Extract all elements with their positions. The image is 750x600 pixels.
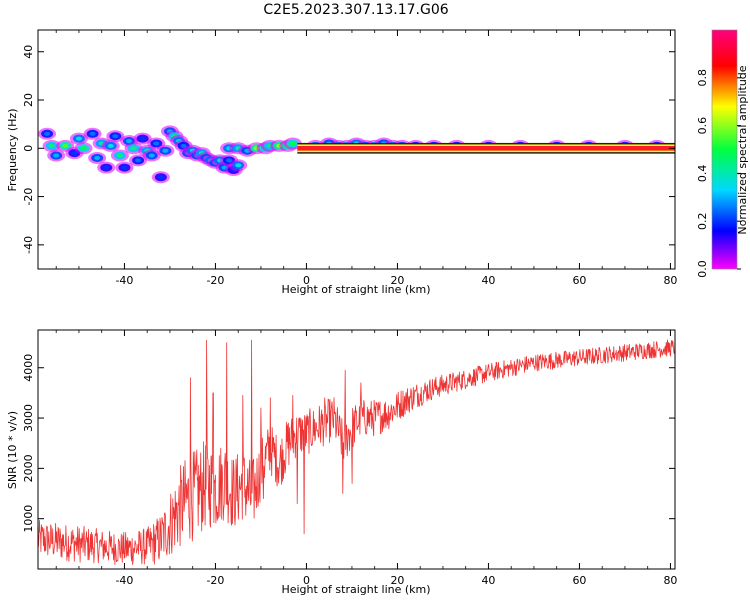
spectrogram-blob-core xyxy=(62,143,69,148)
spectrogram-ytick-label: 40 xyxy=(22,45,35,59)
snr-background xyxy=(38,330,675,569)
spectrogram-ytick-label: -20 xyxy=(22,188,35,206)
spectrogram-blob-core xyxy=(75,136,82,141)
spectrogram-blob-core xyxy=(112,134,119,139)
snr-xtick-label: -20 xyxy=(206,574,224,587)
spectrogram-blob-core xyxy=(289,141,296,146)
spectrogram-blob-core xyxy=(80,146,87,151)
snr-series-line xyxy=(38,339,675,565)
spectrogram-blob-core xyxy=(103,165,110,170)
snr-ytick-label: 3000 xyxy=(22,404,35,432)
colorbar-frame xyxy=(711,29,738,270)
snr-frame xyxy=(37,329,676,570)
spectrogram-blob-core xyxy=(235,163,242,168)
spectrogram-xtick-label: -40 xyxy=(115,274,133,287)
figure-title: C2E5.2023.307.13.17.G06 xyxy=(263,2,448,18)
snr-xtick-label: 0 xyxy=(303,574,310,587)
spectrogram-blob-core xyxy=(107,143,114,148)
spectrogram-xtick-label: 80 xyxy=(663,274,677,287)
snr-ytick-label: 4000 xyxy=(22,354,35,382)
snr-plot: -40 -20 0 20 40 60 80 1000 2000 3000 4000 Height o… xyxy=(6,329,677,596)
colorbar-label: Normalized spectral amplitude xyxy=(736,65,749,234)
colorbar-tick-label: 0.4 xyxy=(696,165,709,183)
spectrogram-frame xyxy=(37,29,676,270)
colorbar-tick-label: 0.6 xyxy=(696,117,709,135)
snr-ytick-label: 1000 xyxy=(22,505,35,533)
spectrogram-blob-core xyxy=(130,146,137,151)
snr-ytick-label: 2000 xyxy=(22,454,35,482)
spectrogram-blob-core xyxy=(148,153,155,158)
spectrogram-blob-core xyxy=(71,151,78,156)
spectrogram-blob-core xyxy=(48,143,55,148)
spectrogram-blob-core xyxy=(116,153,123,158)
spectrogram-band xyxy=(297,142,675,154)
spectrogram-blob-core xyxy=(126,139,132,144)
snr-xtick-label: 20 xyxy=(390,574,404,587)
snr-xtick-label: -40 xyxy=(115,574,133,587)
spectrogram-xtick-label: 40 xyxy=(481,274,495,287)
spectrogram-blob-core xyxy=(157,175,164,180)
snr-ylabel: SNR (10 * v/v) xyxy=(6,411,19,489)
colorbar-ticks: 0.0 0.2 0.4 0.6 0.8 xyxy=(696,69,741,278)
spectrogram-ytick-label: 20 xyxy=(22,93,35,107)
spectrogram-xtick-label: -20 xyxy=(206,274,224,287)
snr-xtick-label: 60 xyxy=(572,574,586,587)
colorbar: 0.0 0.2 0.4 0.6 0.8 Normalized spectral ampl… xyxy=(696,29,749,278)
spectrogram-blob-core xyxy=(180,143,187,148)
snr-xtick-label: 40 xyxy=(481,574,495,587)
spectrogram-xtick-label: 20 xyxy=(390,274,404,287)
spectrogram-ytick-label: 0 xyxy=(22,145,35,152)
spectrogram-blob-core xyxy=(121,165,128,170)
spectrogram-blob-core xyxy=(135,158,142,163)
colorbar-tick-label: 0.0 xyxy=(696,260,709,278)
spectrogram-blob-core xyxy=(153,141,160,146)
spectrogram-blob-core xyxy=(44,131,51,136)
spectrogram-blob-core xyxy=(89,131,96,136)
colorbar-gradient xyxy=(712,30,737,269)
spectrogram-xtick-label: 0 xyxy=(303,274,310,287)
spectrogram-blob-core xyxy=(226,158,233,163)
spectrogram-ticks: -40 -20 0 20 40 60 80 -40 -20 0 20 40 xyxy=(22,30,677,287)
snr-xtick-label: 80 xyxy=(663,574,677,587)
spectrogram-ylabel: Frequency (Hz) xyxy=(6,109,19,192)
spectrogram-blob-core xyxy=(139,136,146,141)
colorbar-tick-label: 0.8 xyxy=(696,69,709,87)
snr-ticks: -40 -20 0 20 40 60 80 1000 2000 3000 4000 xyxy=(22,330,677,587)
spectrogram-blob-core xyxy=(94,155,101,160)
spectrogram-blob-core xyxy=(53,153,60,158)
spectrogram-xlabel: Height of straight line (km) xyxy=(281,283,430,296)
spectrogram-band-core xyxy=(297,145,675,151)
spectrogram-ytick-label: -40 xyxy=(22,236,35,254)
snr-xlabel: Height of straight line (km) xyxy=(281,583,430,596)
spectrogram-blob-core xyxy=(162,148,169,153)
colorbar-tick-label: 0.2 xyxy=(696,212,709,230)
spectrogram-xtick-label: 60 xyxy=(572,274,586,287)
spectrogram-plot: -40 -20 0 20 40 60 80 -40 -20 0 20 40 Height of str… xyxy=(6,29,677,296)
